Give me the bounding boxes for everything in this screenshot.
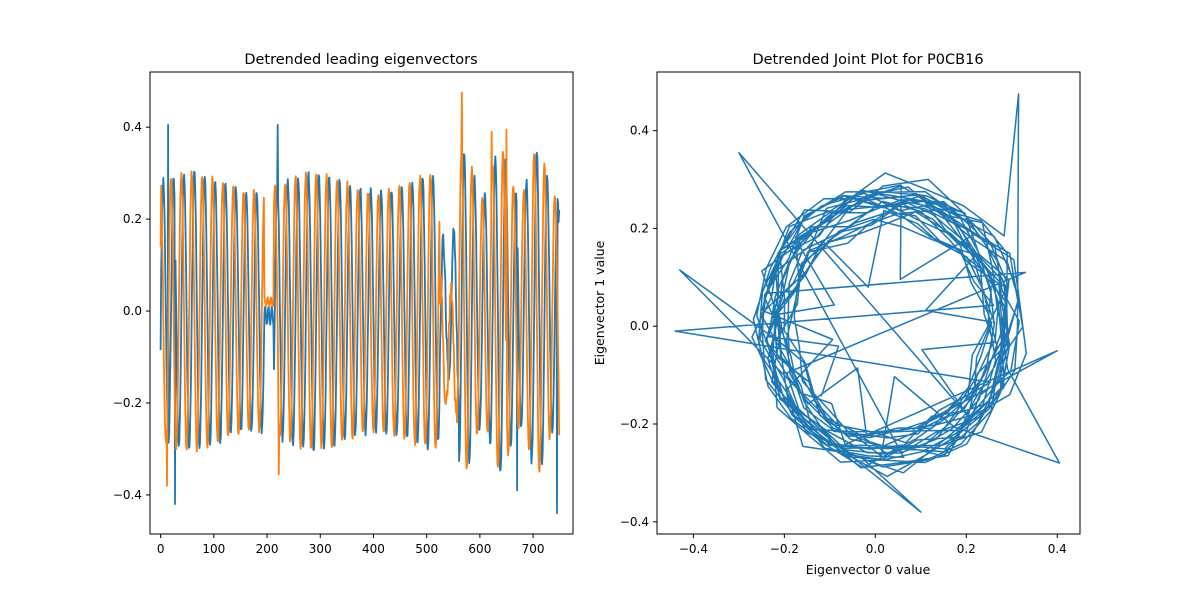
right-chart: Detrended Joint Plot for P0CB16 −0.4 −0.2… (592, 52, 1081, 577)
y-tick-label: 0.2 (630, 221, 649, 235)
y-tick-label: 0.4 (123, 120, 142, 134)
x-tick-label: 0.2 (957, 542, 976, 556)
right-chart-title: Detrended Joint Plot for P0CB16 (752, 52, 983, 68)
y-tick-label: −0.2 (620, 417, 649, 431)
y-tick-label: −0.4 (620, 515, 649, 529)
right-x-axis: −0.4 −0.2 0.0 0.2 0.4 (679, 534, 1067, 556)
left-axes-frame (149, 71, 574, 535)
left-chart-title: Detrended leading eigenvectors (244, 52, 477, 68)
x-tick-label: 200 (256, 542, 279, 556)
right-y-axis: −0.4 −0.2 0.0 0.2 0.4 (620, 124, 657, 529)
y-tick-label: 0.0 (123, 304, 142, 318)
left-chart: Detrended leading eigenvectors 0 100 200 30… (113, 52, 574, 556)
right-plot-area (674, 93, 1061, 513)
x-tick-label: 500 (415, 542, 438, 556)
left-y-axis: −0.4 −0.2 0.0 0.2 0.4 (113, 120, 150, 502)
y-tick-label: 0.0 (630, 319, 649, 333)
x-tick-label: 0.0 (866, 542, 885, 556)
x-tick-label: 0.4 (1048, 542, 1067, 556)
x-tick-label: −0.2 (770, 542, 799, 556)
x-tick-label: 0 (157, 542, 165, 556)
left-plot-area (159, 91, 561, 515)
y-tick-label: −0.4 (113, 488, 142, 502)
y-tick-label: 0.2 (123, 212, 142, 226)
series-eigenvector-1-line (159, 91, 561, 487)
left-x-axis: 0 100 200 300 400 500 600 700 (157, 534, 545, 556)
x-tick-label: 600 (468, 542, 491, 556)
right-axes-frame (656, 71, 1081, 535)
x-tick-label: 700 (522, 542, 545, 556)
x-tick-label: 400 (362, 542, 385, 556)
right-y-axis-label: Eigenvector 1 value (592, 240, 607, 365)
right-x-axis-label: Eigenvector 0 value (806, 562, 931, 577)
y-tick-label: −0.2 (113, 396, 142, 410)
y-tick-label: 0.4 (630, 124, 649, 138)
series-eigenvector-0-line (159, 124, 561, 515)
x-tick-label: −0.4 (679, 542, 708, 556)
x-tick-label: 300 (309, 542, 332, 556)
x-tick-label: 100 (202, 542, 225, 556)
joint-trajectory-line (674, 93, 1061, 513)
